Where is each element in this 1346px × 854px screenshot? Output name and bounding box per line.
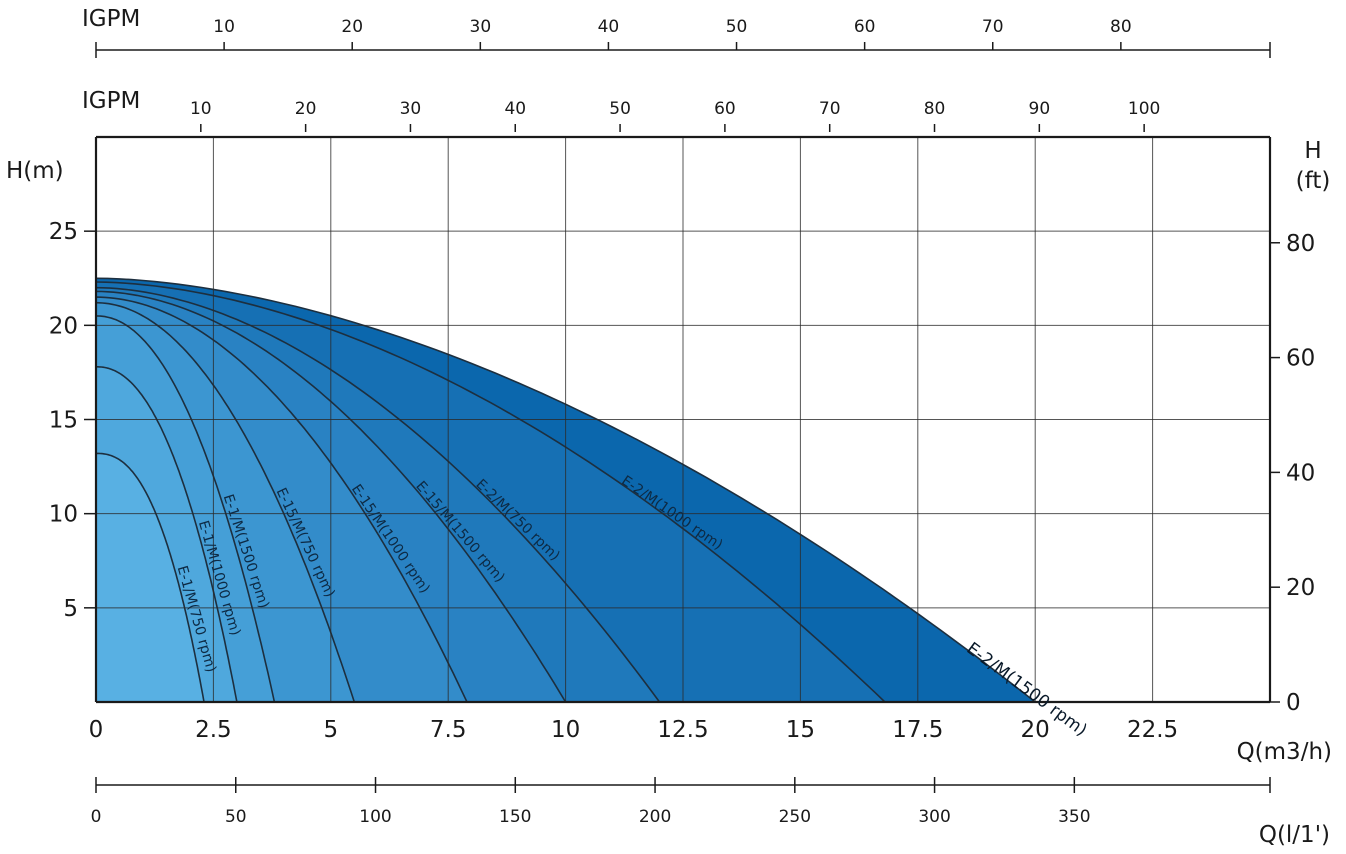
top-axis-label: IGPM: [82, 88, 140, 114]
series-line-4: [95, 296, 468, 703]
x-tick-label: 15: [786, 717, 815, 743]
top-axis-tick-label: 50: [726, 17, 748, 37]
top-axis-tick-label: 90: [1029, 99, 1051, 119]
series-line-1: [95, 281, 886, 703]
bottom-axis-label: Q(l/1'): [1259, 822, 1330, 848]
x-tick-label: 10: [551, 717, 580, 743]
x-tick-label: 12.5: [657, 717, 708, 743]
top-axis-tick-label: 40: [598, 17, 620, 37]
bottom-axis-tick-label: 250: [779, 807, 811, 827]
right-tick-label: 80: [1286, 231, 1315, 257]
grid-lines: [96, 137, 1270, 702]
top-axis-tick-label: 40: [504, 99, 526, 119]
top-axis-tick-label: 80: [1110, 17, 1132, 37]
series-line-8: [96, 452, 205, 703]
top-axis-tick-label: 70: [819, 99, 841, 119]
y-tick-label: 10: [49, 502, 78, 528]
top-axis-tick-label: 70: [982, 17, 1004, 37]
right-tick-label: 20: [1286, 575, 1315, 601]
bottom-axis-tick-label: 300: [918, 807, 950, 827]
x-tick-label: 0: [89, 717, 104, 743]
bottom-axis-tick-label: 100: [359, 807, 391, 827]
x-tick-label: 22.5: [1127, 717, 1178, 743]
x-tick-label: 2.5: [195, 717, 232, 743]
series-area-8: [96, 453, 204, 702]
top-axis-tick-label: 30: [400, 99, 422, 119]
y-tick-label: 5: [63, 596, 78, 622]
y-tick-label: 25: [49, 219, 78, 245]
top-axis-tick-label: 80: [924, 99, 946, 119]
axes: 5 10 15 20 25 H(m) 0 2.5 5 7.5 10 12.5 15 17.5 20 22.5 Q…: [6, 6, 1332, 848]
bottom-axis-tick-label: 200: [639, 807, 671, 827]
y-tick-label: 15: [49, 408, 78, 434]
x-tick-label: 7.5: [430, 717, 467, 743]
x-axis-label: Q(m3/h): [1237, 739, 1332, 765]
right-tick-label: 40: [1286, 460, 1315, 486]
x-tick-label: 17.5: [892, 717, 943, 743]
x-tick-label: 5: [323, 717, 338, 743]
top-axis-tick-label: 100: [1128, 99, 1160, 119]
x-tick-label: 20: [1021, 717, 1050, 743]
top-axis-tick-label: 10: [190, 99, 212, 119]
top-axis-label: IGPM: [82, 6, 140, 32]
top-axis-tick-label: 20: [341, 17, 363, 37]
top-axis-tick-label: 50: [609, 99, 631, 119]
right-axis-label-bottom: (ft): [1296, 168, 1331, 194]
right-tick-label: 0: [1286, 690, 1301, 716]
bottom-axis-tick-label: 150: [499, 807, 531, 827]
bottom-axis-tick-label: 350: [1058, 807, 1090, 827]
top-axis-tick-label: 60: [714, 99, 736, 119]
top-axis-tick-label: 20: [295, 99, 317, 119]
y-axis-label: H(m): [6, 158, 64, 184]
top-axis-tick-label: 30: [470, 17, 492, 37]
top-axis-tick-label: 60: [854, 17, 876, 37]
right-tick-label: 60: [1286, 346, 1315, 372]
top-axis-tick-label: 10: [213, 17, 235, 37]
right-axis-label-top: H: [1304, 138, 1321, 164]
series-line-5: [95, 301, 356, 703]
bottom-axis-tick-label: 50: [225, 807, 247, 827]
bottom-axis-tick-label: 0: [91, 807, 102, 827]
y-tick-label: 20: [49, 313, 78, 339]
